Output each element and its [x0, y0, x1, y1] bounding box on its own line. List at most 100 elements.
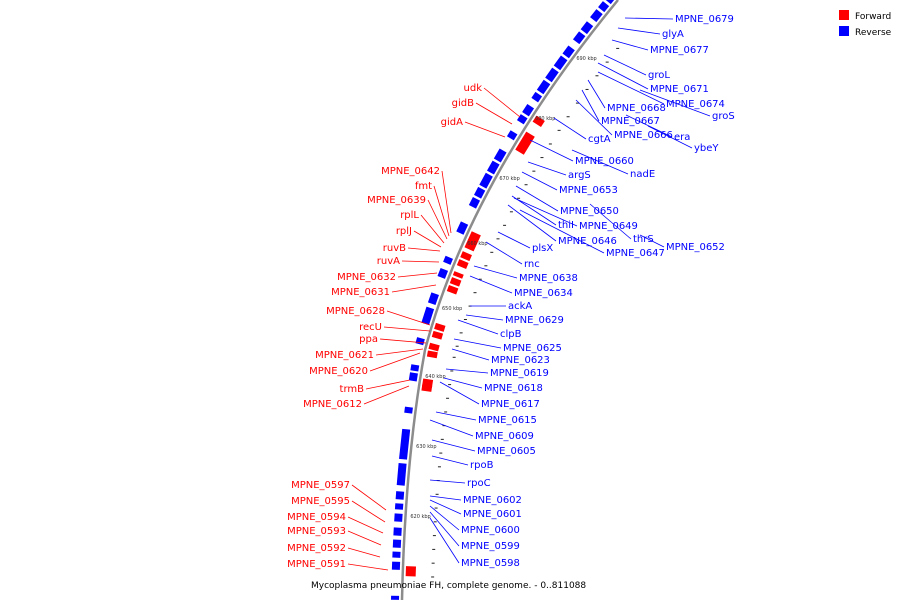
forward-gene-label: recU [359, 322, 382, 333]
reverse-gene-label: argS [568, 170, 591, 181]
reverse-gene-block [590, 9, 603, 23]
reverse-label-leader [587, 79, 606, 109]
kbp-tick-label: 680 kbp [535, 116, 555, 122]
kbp-tick-label: 660 kbp [467, 241, 487, 247]
forward-label-leader [407, 247, 441, 252]
kbp-tick-label: 640 kbp [425, 374, 445, 380]
tick-mark [455, 345, 459, 347]
tick-mark [509, 211, 513, 213]
reverse-gene-label: MPNE_0668 [607, 103, 666, 114]
forward-label-leader [351, 484, 387, 511]
reverse-label-leader [431, 439, 476, 452]
reverse-label-leader [465, 314, 504, 321]
reverse-label-leader [611, 39, 649, 51]
reverse-label-leader [515, 185, 559, 212]
reverse-gene-block [553, 55, 568, 71]
reverse-gene-label: MPNE_0667 [601, 116, 660, 127]
reverse-gene-label: MPNE_0619 [490, 368, 549, 379]
reverse-gene-label: clpB [500, 329, 522, 340]
forward-gene-label: MPNE_0632 [337, 272, 396, 283]
forward-gene-label: MPNE_0631 [331, 287, 390, 298]
forward-gene-block [532, 115, 545, 128]
legend-swatch-forward [839, 10, 849, 20]
reverse-gene-label: MPNE_0623 [491, 355, 550, 366]
reverse-gene-label: MPNE_0609 [475, 431, 534, 442]
forward-label-leader [369, 352, 421, 372]
reverse-gene-label: plsX [532, 243, 553, 254]
forward-label-leader [347, 547, 381, 558]
forward-label-leader [420, 214, 445, 244]
reverse-gene-block [536, 79, 551, 95]
forward-gene-block [434, 322, 446, 332]
reverse-gene-label: MPNE_0600 [461, 525, 520, 536]
forward-gene-block [449, 277, 462, 287]
genome-backbone [400, 0, 619, 600]
tick-mark [557, 129, 561, 131]
tick-mark [450, 370, 454, 372]
tick-mark [566, 116, 570, 118]
kbp-tick-label: 620 kbp [410, 514, 430, 520]
reverse-gene-block [598, 1, 610, 13]
tick-mark [478, 278, 482, 280]
reverse-gene-label: MPNE_0629 [505, 315, 564, 326]
tick-mark [432, 548, 436, 550]
reverse-label-leader [589, 203, 632, 240]
tick-mark [595, 75, 599, 77]
reverse-gene-block [473, 186, 486, 199]
tick-mark [484, 265, 488, 267]
forward-gene-block [446, 285, 459, 295]
forward-gene-label: MPNE_0592 [287, 543, 346, 554]
tick-mark [434, 507, 438, 509]
forward-gene-label: MPNE_0597 [291, 480, 350, 491]
reverse-label-leader [485, 241, 523, 265]
reverse-gene-block [394, 503, 404, 510]
tick-mark [431, 562, 435, 564]
forward-gene-label: ruvA [377, 256, 400, 267]
forward-label-leader [401, 260, 440, 263]
tick-mark [440, 438, 444, 440]
tick-mark [548, 143, 552, 145]
tick-mark [448, 384, 452, 386]
tick-mark [490, 251, 494, 253]
tick-mark [435, 493, 439, 495]
forward-gene-label: gidB [452, 98, 474, 109]
forward-gene-block [456, 259, 469, 269]
forward-label-leader [347, 516, 384, 534]
forward-gene-label: MPNE_0612 [303, 399, 362, 410]
reverse-label-leader [625, 114, 673, 138]
reverse-label-leader [521, 171, 558, 191]
reverse-gene-label: MPNE_0679 [675, 14, 734, 25]
reverse-gene-label: MPNE_0638 [519, 273, 578, 284]
forward-gene-block [428, 342, 440, 352]
kbp-tick-label: 630 kbp [416, 444, 436, 450]
reverse-label-leader [553, 117, 587, 140]
forward-gene-block [426, 350, 438, 359]
kbp-tick-label: 650 kbp [442, 306, 462, 312]
forward-gene-label: fmt [415, 181, 432, 192]
forward-gene-label: rplJ [396, 226, 412, 237]
reverse-gene-block [391, 561, 401, 570]
reverse-label-leader [453, 338, 502, 349]
forward-label-leader [464, 121, 506, 138]
reverse-gene-block [443, 255, 453, 265]
reverse-gene-label: era [674, 132, 690, 143]
legend-swatch-reverse [839, 26, 849, 36]
reverse-label-leader [529, 139, 574, 162]
reverse-gene-label: MPNE_0666 [614, 130, 673, 141]
legend-label-forward: Forward [855, 12, 891, 22]
reverse-gene-block [437, 267, 449, 279]
tick-mark [496, 238, 500, 240]
reverse-label-leader [429, 479, 466, 484]
reverse-gene-block [456, 221, 469, 235]
reverse-gene-label: MPNE_0601 [463, 509, 522, 520]
reverse-label-leader [597, 71, 665, 105]
reverse-gene-label: MPNE_0646 [558, 236, 617, 247]
forward-label-leader [386, 310, 431, 326]
forward-gene-label: MPNE_0628 [326, 306, 385, 317]
reverse-gene-label: MPNE_0598 [461, 558, 520, 569]
reverse-gene-label: MPNE_0677 [650, 45, 709, 56]
forward-gene-block [460, 251, 472, 262]
forward-gene-label: MPNE_0621 [315, 350, 374, 361]
reverse-gene-label: rnc [524, 259, 540, 270]
